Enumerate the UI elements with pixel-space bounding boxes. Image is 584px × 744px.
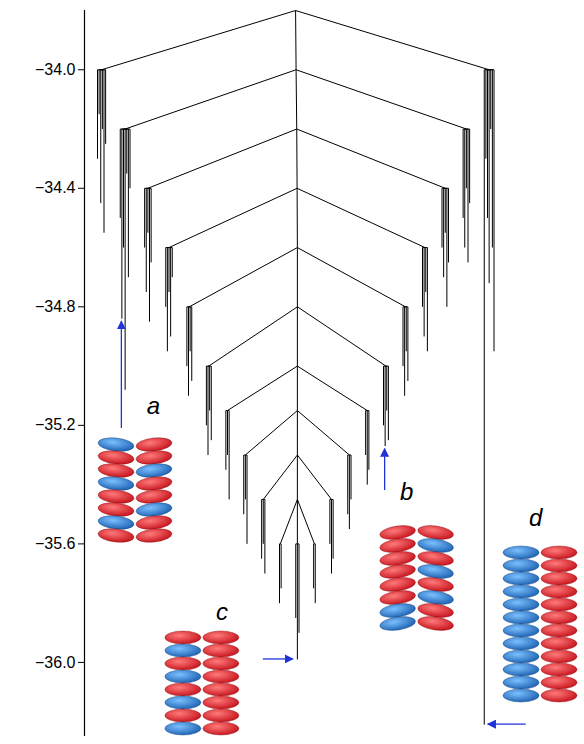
svg-text:−34.8: −34.8 (35, 298, 76, 315)
svg-text:−34.0: −34.0 (35, 61, 76, 78)
svg-text:−35.2: −35.2 (35, 416, 76, 433)
svg-text:−36.0: −36.0 (35, 654, 76, 671)
svg-text:−34.4: −34.4 (35, 179, 76, 196)
svg-text:c: c (216, 598, 228, 625)
svg-text:−35.6: −35.6 (35, 535, 76, 552)
svg-text:d: d (529, 504, 543, 531)
svg-text:b: b (400, 478, 413, 505)
svg-text:a: a (147, 392, 160, 419)
